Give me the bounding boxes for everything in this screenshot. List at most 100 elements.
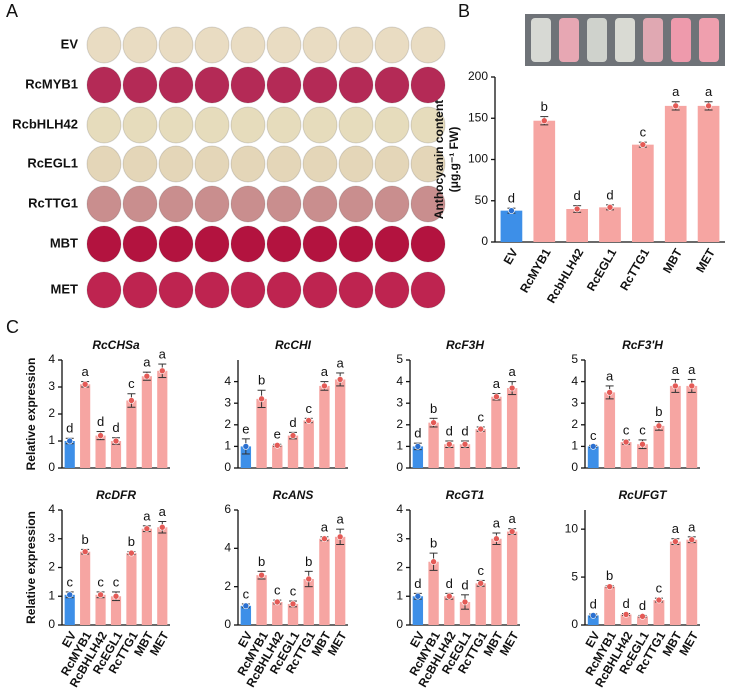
bar — [500, 210, 523, 242]
petal — [194, 185, 230, 223]
petal — [194, 106, 230, 144]
petal — [410, 225, 446, 263]
significance-letter: b — [430, 401, 437, 416]
bar — [303, 420, 314, 468]
significance-letter: d — [414, 576, 421, 591]
x-tick-label: MET — [325, 629, 350, 659]
bar — [95, 594, 106, 625]
point — [242, 602, 250, 610]
petal — [302, 271, 338, 309]
bar — [334, 379, 346, 468]
x-tick-label: MET — [676, 629, 701, 659]
point — [508, 528, 516, 535]
significance-letter: c — [305, 401, 312, 416]
point — [242, 443, 250, 450]
x-tick-label: EV — [407, 629, 427, 650]
petal — [122, 106, 158, 144]
significance-letter: a — [493, 515, 501, 530]
chart-title: RcANS — [273, 488, 314, 502]
petal — [410, 145, 446, 183]
point — [540, 117, 548, 125]
petal — [230, 66, 266, 104]
significance-letter: e — [274, 427, 281, 442]
point — [445, 440, 453, 448]
point — [128, 397, 135, 404]
significance-letter: c — [477, 409, 484, 424]
significance-letter: c — [477, 563, 484, 578]
petal — [158, 271, 194, 309]
row-label: RcbHLH42 — [12, 116, 78, 131]
point — [445, 592, 453, 600]
bar — [80, 384, 91, 468]
panel-label: C — [6, 317, 19, 337]
y-tick-label: 1 — [48, 433, 55, 447]
chart-title: RcGT1 — [446, 488, 485, 502]
y-tick-label: 1 — [571, 439, 578, 453]
petal — [194, 271, 230, 309]
significance-letter: a — [672, 84, 680, 99]
bar — [669, 385, 681, 468]
significance-letter: a — [337, 512, 345, 527]
petal — [86, 185, 122, 223]
bar — [444, 444, 455, 468]
point — [430, 558, 437, 566]
y-tick-label: 2 — [48, 560, 55, 574]
y-tick-label: 3 — [396, 395, 403, 409]
x-tick-label: MET — [497, 629, 522, 659]
point — [97, 432, 104, 439]
petal — [338, 225, 374, 263]
point — [430, 419, 437, 426]
y-tick-label: 2 — [571, 417, 578, 431]
y-tick-label: 4 — [571, 374, 578, 388]
petal — [338, 145, 374, 183]
petal — [86, 271, 122, 309]
significance-letter: a — [606, 368, 614, 383]
y-tick-label: 2 — [48, 406, 55, 420]
y-tick-label: 4 — [48, 352, 55, 366]
point — [622, 611, 630, 618]
y-tick-label: 2 — [224, 579, 231, 593]
y-axis-label: Relative expression — [24, 358, 38, 471]
petal — [194, 26, 230, 64]
significance-letter: a — [159, 504, 167, 519]
significance-letter: c — [113, 574, 120, 589]
petal — [302, 185, 338, 223]
point — [336, 376, 344, 383]
y-tick-label: 0 — [571, 460, 578, 474]
petal — [266, 106, 302, 144]
significance-letter: b — [258, 373, 265, 388]
point — [143, 525, 151, 532]
bar — [64, 594, 75, 625]
bar — [587, 615, 599, 625]
point — [655, 596, 663, 604]
significance-letter: d — [414, 426, 421, 441]
point — [273, 598, 281, 606]
bar — [686, 385, 698, 468]
bar — [272, 602, 283, 625]
significance-letter: d — [112, 420, 119, 435]
bar — [157, 370, 168, 468]
y-tick-label: 4 — [48, 502, 55, 516]
significance-letter: a — [672, 362, 680, 377]
point — [461, 440, 469, 448]
bar — [653, 425, 665, 468]
point — [622, 438, 630, 446]
point — [573, 205, 581, 213]
y-tick-label: 0 — [224, 617, 231, 631]
point — [414, 592, 422, 600]
significance-letter: d — [461, 423, 468, 438]
petal — [158, 66, 194, 104]
significance-letter: b — [655, 404, 662, 419]
point — [508, 207, 515, 214]
chart-title: RcCHI — [275, 338, 312, 352]
bar — [240, 605, 252, 625]
point — [258, 395, 265, 403]
bar — [604, 586, 616, 625]
petal — [122, 26, 158, 64]
significance-letter: b — [430, 536, 437, 551]
significance-letter: c — [656, 581, 663, 596]
significance-letter: b — [128, 534, 135, 549]
petal — [266, 26, 302, 64]
significance-letter: a — [337, 355, 345, 370]
chart-title: RcF3'H — [622, 338, 663, 352]
